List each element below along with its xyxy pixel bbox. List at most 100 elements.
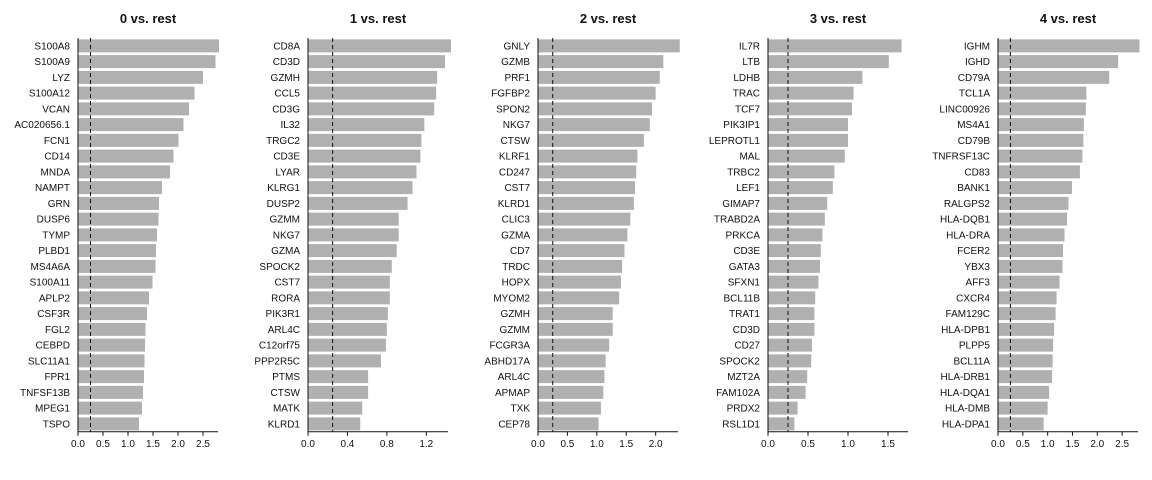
x-tick-label: 1.5	[146, 439, 160, 450]
bar-cep78	[538, 417, 599, 431]
gene-label: S100A9	[34, 57, 70, 68]
gene-label: PRKCA	[726, 230, 761, 241]
x-tick-label: 0.0	[531, 439, 545, 450]
gene-label: NKG7	[273, 230, 301, 241]
panel-4: 4 vs. rest IGHM IGHD CD79A TCL1A LINC00926 MS4…	[932, 11, 1140, 450]
bar-ighm	[998, 39, 1140, 53]
bar-ltb	[768, 55, 889, 69]
x-tick-label: 2.0	[649, 439, 663, 450]
bar-prkca	[768, 228, 823, 242]
bar-tnfsf13b	[78, 385, 143, 399]
bar-ms4a6a	[78, 259, 156, 273]
bar-spon2	[538, 102, 653, 116]
bar-dusp2	[308, 196, 408, 210]
gene-label: PRDX2	[727, 404, 761, 415]
bar-ralgps2	[998, 196, 1069, 210]
bar-bcl11b	[768, 291, 816, 305]
x-tick-label: 0.4	[340, 439, 354, 450]
panel-2: 2 vs. rest GNLY GZMB PRF1 FGFBP2 SPON2 NKG7 CTS…	[484, 11, 680, 450]
bar-rsl1d1	[768, 417, 795, 431]
bar-nkg7	[308, 228, 399, 242]
bar-plpp5	[998, 338, 1054, 352]
bar-il32	[308, 118, 425, 132]
gene-label: FAM129C	[946, 309, 990, 320]
bar-tymp	[78, 228, 157, 242]
bar-s100a9	[78, 55, 216, 69]
gene-label: CD247	[499, 167, 531, 178]
gene-label: HLA-DQA1	[940, 388, 990, 399]
bar-cd3g	[308, 102, 435, 116]
gene-label: BCL11A	[953, 356, 990, 367]
bar-txk	[538, 401, 601, 415]
gene-label: MPEG1	[35, 404, 70, 415]
x-tick-label: 2.5	[1115, 439, 1129, 450]
bar-gimap7	[768, 196, 828, 210]
bar-fcgr3a	[538, 338, 610, 352]
x-tick-label: 1.5	[881, 439, 895, 450]
panel-title: 4 vs. rest	[1040, 11, 1097, 26]
gene-label: LEF1	[736, 183, 760, 194]
bar-cd3e	[768, 244, 821, 258]
gene-label: RSL1D1	[722, 419, 760, 430]
bar-trac	[768, 86, 854, 100]
gene-label: S100A12	[29, 89, 71, 100]
x-tick-label: 0.5	[1016, 439, 1030, 450]
bar-trbc2	[768, 165, 835, 179]
bar-ighd	[998, 55, 1119, 69]
bar-plbd1	[78, 244, 156, 258]
gene-label: KLRD1	[268, 419, 301, 430]
gene-label: AC020656.1	[14, 120, 70, 131]
gene-label: DUSP6	[37, 215, 71, 226]
gene-label: RORA	[271, 293, 300, 304]
gene-label: TRDC	[502, 262, 530, 273]
gene-label: TRAT1	[729, 309, 760, 320]
bar-csf3r	[78, 307, 147, 321]
gene-label: IGHM	[964, 41, 990, 52]
gene-label: CST7	[504, 183, 530, 194]
bar-gzmh	[538, 307, 613, 321]
bar-ppp2r5c	[308, 354, 381, 368]
bar-hla-dmb	[998, 401, 1048, 415]
gene-label: LDHB	[733, 73, 760, 84]
gene-label: KLRF1	[499, 152, 531, 163]
bar-fcn1	[78, 133, 179, 147]
gene-label: CCL5	[274, 89, 300, 100]
gene-label: LYZ	[52, 73, 70, 84]
x-tick-label: 1.0	[121, 439, 135, 450]
gene-label: CD8A	[273, 41, 300, 52]
gene-label: CXCR4	[956, 293, 990, 304]
gene-label: GRN	[48, 199, 70, 210]
gene-label: PLPP5	[959, 341, 991, 352]
x-tick-label: 0.0	[761, 439, 775, 450]
bar-trabd2a	[768, 212, 825, 226]
gene-label: CD3D	[273, 57, 300, 68]
gene-label: KLRD1	[498, 199, 531, 210]
x-tick-label: 2.0	[171, 439, 185, 450]
bar-mpeg1	[78, 401, 142, 415]
gene-label: GZMM	[269, 215, 300, 226]
gene-label: MZT2A	[727, 372, 760, 383]
bar-s100a11	[78, 275, 153, 289]
bar-hopx	[538, 275, 621, 289]
bar-cst7	[308, 275, 390, 289]
gene-label: FAM102A	[716, 388, 760, 399]
gene-label: GZMH	[271, 73, 300, 84]
gene-label: CEBPD	[36, 341, 70, 352]
bar-hla-dpa1	[998, 417, 1044, 431]
bar-spock2	[768, 354, 812, 368]
gene-label: CD79B	[958, 136, 991, 147]
gene-label: TYMP	[42, 230, 70, 241]
gene-label: GZMB	[501, 57, 530, 68]
bar-bank1	[998, 181, 1072, 195]
gene-label: MATK	[273, 404, 300, 415]
gene-label: CTSW	[271, 388, 301, 399]
gene-label: FCER2	[957, 246, 990, 257]
x-tick-label: 2.5	[196, 439, 210, 450]
bar-mnda	[78, 165, 170, 179]
bar-rora	[308, 291, 390, 305]
x-tick-label: 0.0	[71, 439, 85, 450]
gene-label: CEP78	[498, 419, 530, 430]
bar-tcf7	[768, 102, 852, 116]
bar-ac020656.1	[78, 118, 184, 132]
